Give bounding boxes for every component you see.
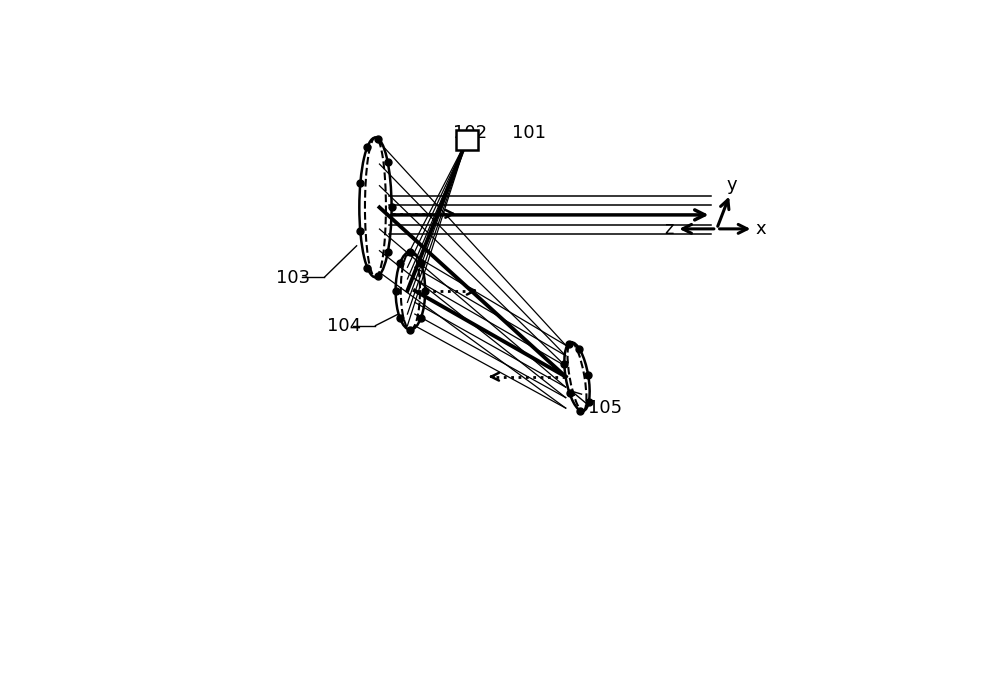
Text: 104: 104 (327, 317, 361, 335)
Text: 101: 101 (512, 124, 546, 142)
Text: 102: 102 (453, 124, 488, 142)
Text: z: z (665, 221, 674, 238)
Text: 103: 103 (276, 269, 310, 287)
Text: 105: 105 (588, 399, 622, 417)
Text: y: y (726, 176, 737, 194)
Text: x: x (756, 221, 767, 238)
Bar (456, 130, 478, 150)
